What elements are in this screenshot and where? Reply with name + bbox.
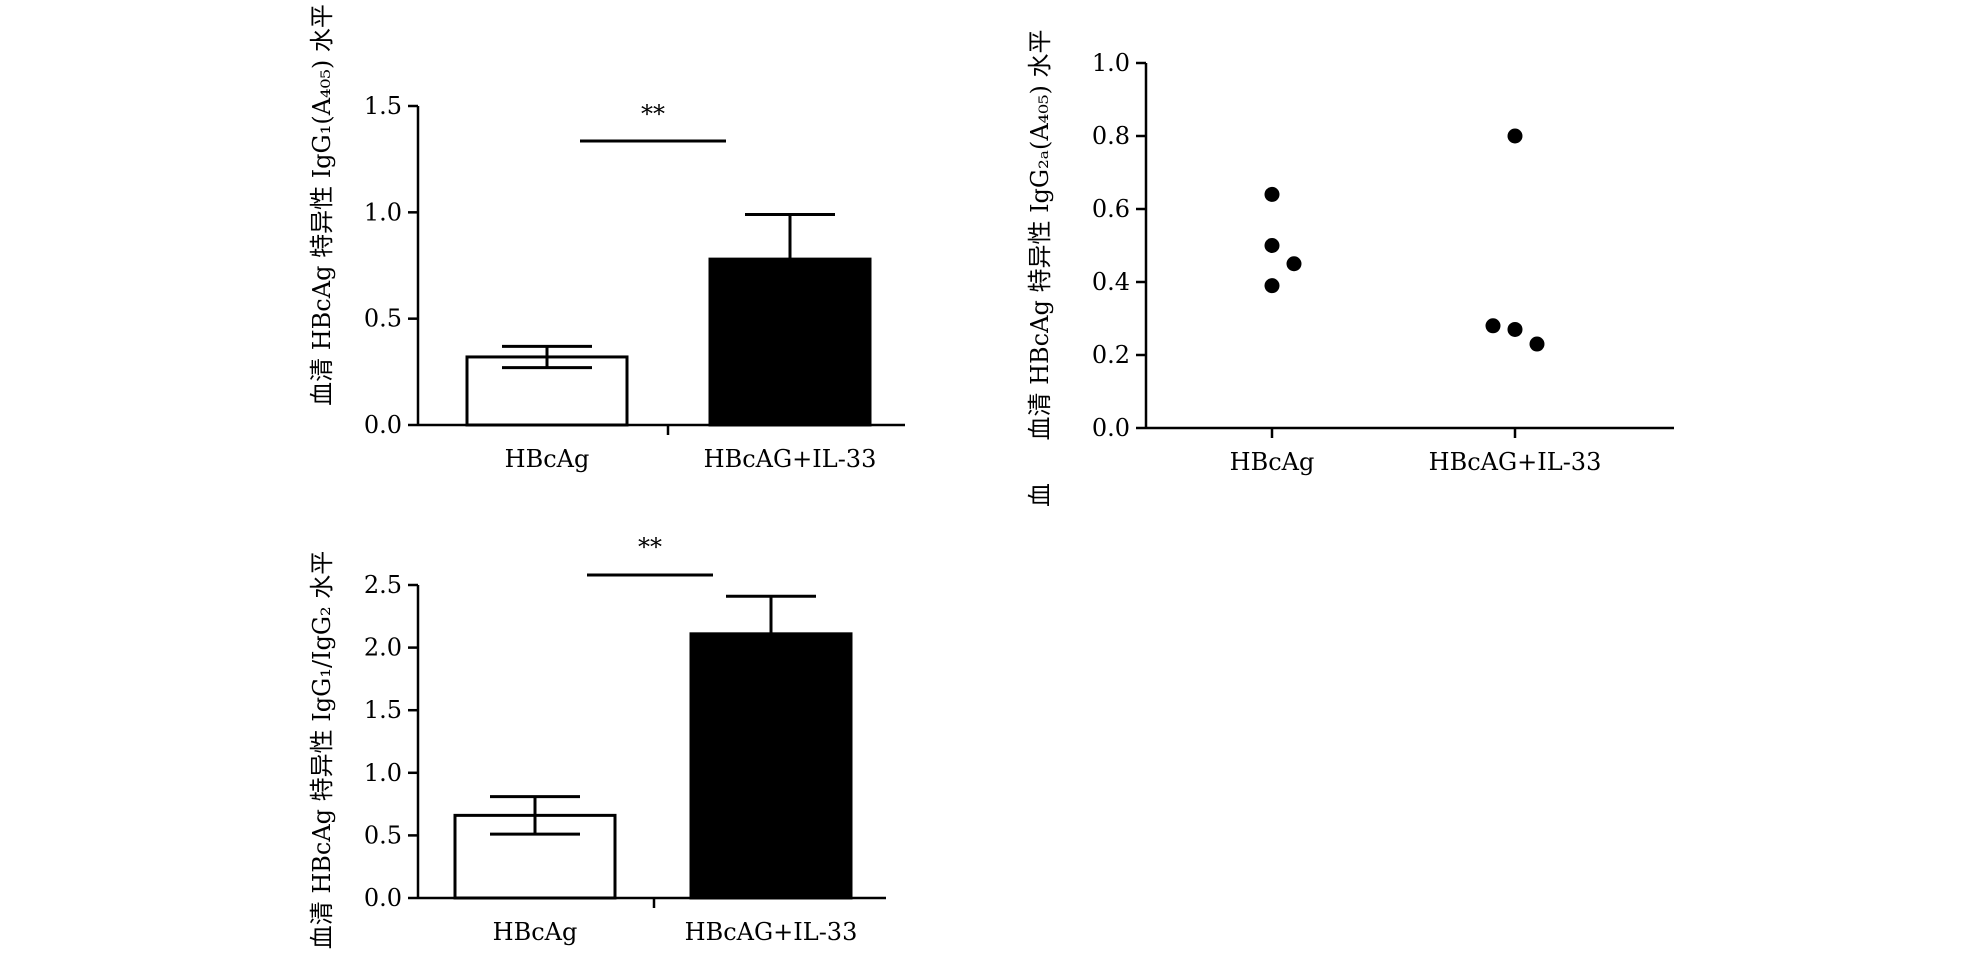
chart-c-plot: 0.0 0.5 1.0 1.5 2.0 2.5 HBcAg HBcAG+IL-33 ** xyxy=(364,533,886,946)
chart-a-plot: 0.0 0.5 1.0 1.5 HBcAg HBcAG+IL-33 ** xyxy=(364,92,905,473)
chart-b-plot: 0.0 0.2 0.4 0.6 0.8 1.0 HBcAg HBcAG+IL-33 xyxy=(1092,49,1674,476)
chart-a-significance-label: ** xyxy=(641,100,665,128)
chart-c-y-tick-label: 1.0 xyxy=(364,759,402,787)
chart-a-y-tick-label: 0.0 xyxy=(364,411,402,439)
chart-c-y-tick-label: 1.5 xyxy=(364,696,402,724)
chart-a-bar xyxy=(708,257,872,427)
chart-b-data-point xyxy=(1264,186,1280,202)
chart-c-y-tick-label: 0.0 xyxy=(364,884,402,912)
chart-c-category-label: HBcAG+IL-33 xyxy=(685,918,858,946)
chart-c: 血清 HBcAg 特异性 IgG₁/IgG₂ 水平 0.0 0.5 1.0 1.5 2.… xyxy=(308,533,886,949)
chart-b-y-axis-title: 血清 HBcAg 特异性 IgG₂ₐ(A₄₀₅) 水平 xyxy=(1026,29,1054,440)
chart-c-y-tick-label: 2.0 xyxy=(364,634,402,662)
chart-b-y-tick-label: 0.2 xyxy=(1092,341,1130,369)
chart-c-y-tick-label: 2.5 xyxy=(364,571,402,599)
chart-b-y-tick-label: 0.0 xyxy=(1092,414,1130,442)
chart-a: 血清 HBcAg 特异性 IgG₁(A₄₀₅) 水平 0.0 0.5 1.0 1.5 H… xyxy=(308,4,905,473)
chart-c-bar xyxy=(689,632,853,900)
chart-b-data-point xyxy=(1485,318,1501,334)
chart-b-y-tick-label: 0.8 xyxy=(1092,122,1130,150)
chart-a-y-tick-label: 0.5 xyxy=(364,305,402,333)
chart-b-y-tick-label: 0.4 xyxy=(1092,268,1130,296)
chart-a-category-label: HBcAG+IL-33 xyxy=(704,445,877,473)
chart-a-category-label: HBcAg xyxy=(505,445,590,473)
chart-a-y-axis-title: 血清 HBcAg 特异性 IgG₁(A₄₀₅) 水平 xyxy=(308,4,336,406)
chart-c-significance-label: ** xyxy=(638,533,662,561)
chart-a-y-tick-label: 1.0 xyxy=(364,198,402,226)
chart-b: 血清 HBcAg 特异性 IgG₂ₐ(A₄₀₅) 水平 血 0.00.20.40… xyxy=(1026,29,1674,507)
chart-a-y-tick-label: 1.5 xyxy=(364,92,402,120)
chart-b-y-tick-label: 0.6 xyxy=(1092,195,1130,223)
chart-c-y-tick-label: 0.5 xyxy=(364,821,402,849)
chart-b-extra-glyph: 血 xyxy=(1026,483,1054,507)
chart-b-data-point xyxy=(1529,336,1545,352)
chart-c-y-axis-title: 血清 HBcAg 特异性 IgG₁/IgG₂ 水平 xyxy=(308,551,336,950)
chart-b-data-point xyxy=(1264,278,1280,294)
chart-c-category-label: HBcAg xyxy=(493,918,578,946)
chart-b-data-point xyxy=(1286,256,1302,272)
chart-b-data-point xyxy=(1264,238,1280,253)
chart-b-category-label: HBcAg xyxy=(1230,448,1315,476)
chart-b-y-tick-label: 1.0 xyxy=(1092,49,1130,77)
chart-b-data-point xyxy=(1507,128,1523,144)
chart-b-category-label: HBcAG+IL-33 xyxy=(1429,448,1602,476)
chart-b-data-point xyxy=(1507,321,1523,337)
